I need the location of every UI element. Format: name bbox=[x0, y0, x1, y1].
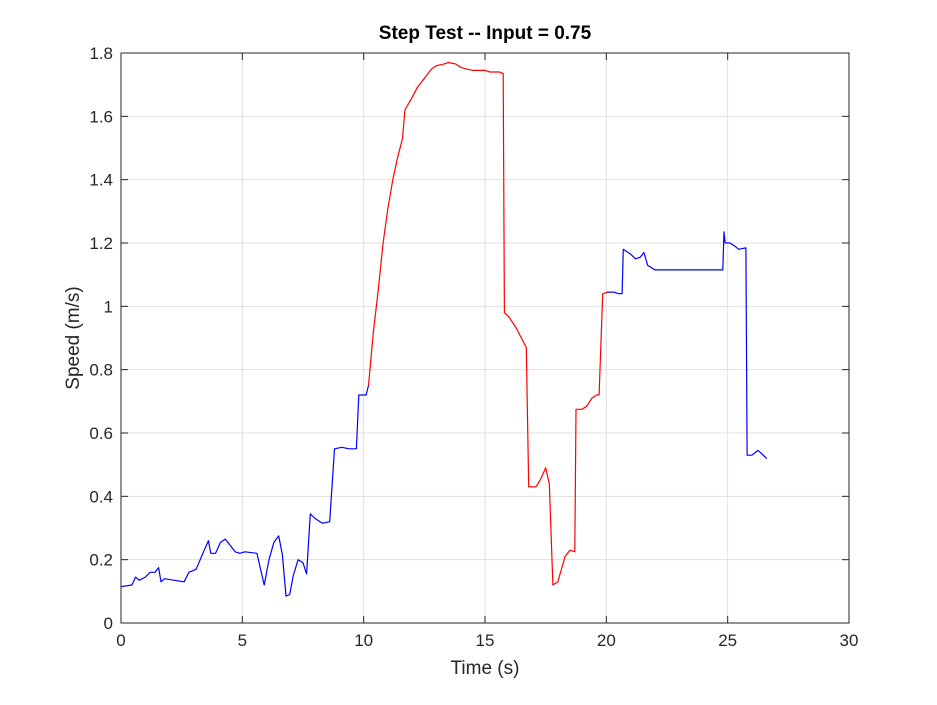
x-tick-label: 25 bbox=[718, 631, 737, 650]
y-tick-label: 0.4 bbox=[89, 487, 113, 506]
x-tick-label: 15 bbox=[476, 631, 495, 650]
x-tick-label: 30 bbox=[840, 631, 859, 650]
x-tick-label: 10 bbox=[354, 631, 373, 650]
y-tick-label: 1.8 bbox=[89, 44, 113, 63]
y-tick-label: 1 bbox=[104, 297, 113, 316]
chart-title: Step Test -- Input = 0.75 bbox=[379, 23, 592, 44]
x-tick-label: 20 bbox=[597, 631, 616, 650]
y-tick-label: 0.2 bbox=[89, 551, 113, 570]
series-line-blue-0 bbox=[120, 384, 370, 597]
series-lines bbox=[120, 61, 768, 597]
y-tick-label: 1.4 bbox=[89, 171, 113, 190]
y-tick-label: 1.2 bbox=[89, 234, 113, 253]
y-tick-label: 0.8 bbox=[89, 361, 113, 380]
x-tick-label: 0 bbox=[116, 631, 125, 650]
ticks: 0 5 10 15 20 25 30 0 0.2 0.4 0.6 0.8 1 1.2 1.4 1.6 1.8 bbox=[89, 44, 858, 650]
y-axis-label: Speed (m/s) bbox=[63, 286, 84, 389]
y-tick-label: 0.6 bbox=[89, 424, 113, 443]
series-line-blue-2 bbox=[606, 231, 768, 459]
x-tick-label: 5 bbox=[238, 631, 247, 650]
y-tick-label: 0 bbox=[104, 614, 113, 633]
x-axis-label: Time (s) bbox=[451, 658, 520, 679]
series-line-red-1 bbox=[367, 61, 609, 586]
y-tick-label: 1.6 bbox=[89, 107, 113, 126]
